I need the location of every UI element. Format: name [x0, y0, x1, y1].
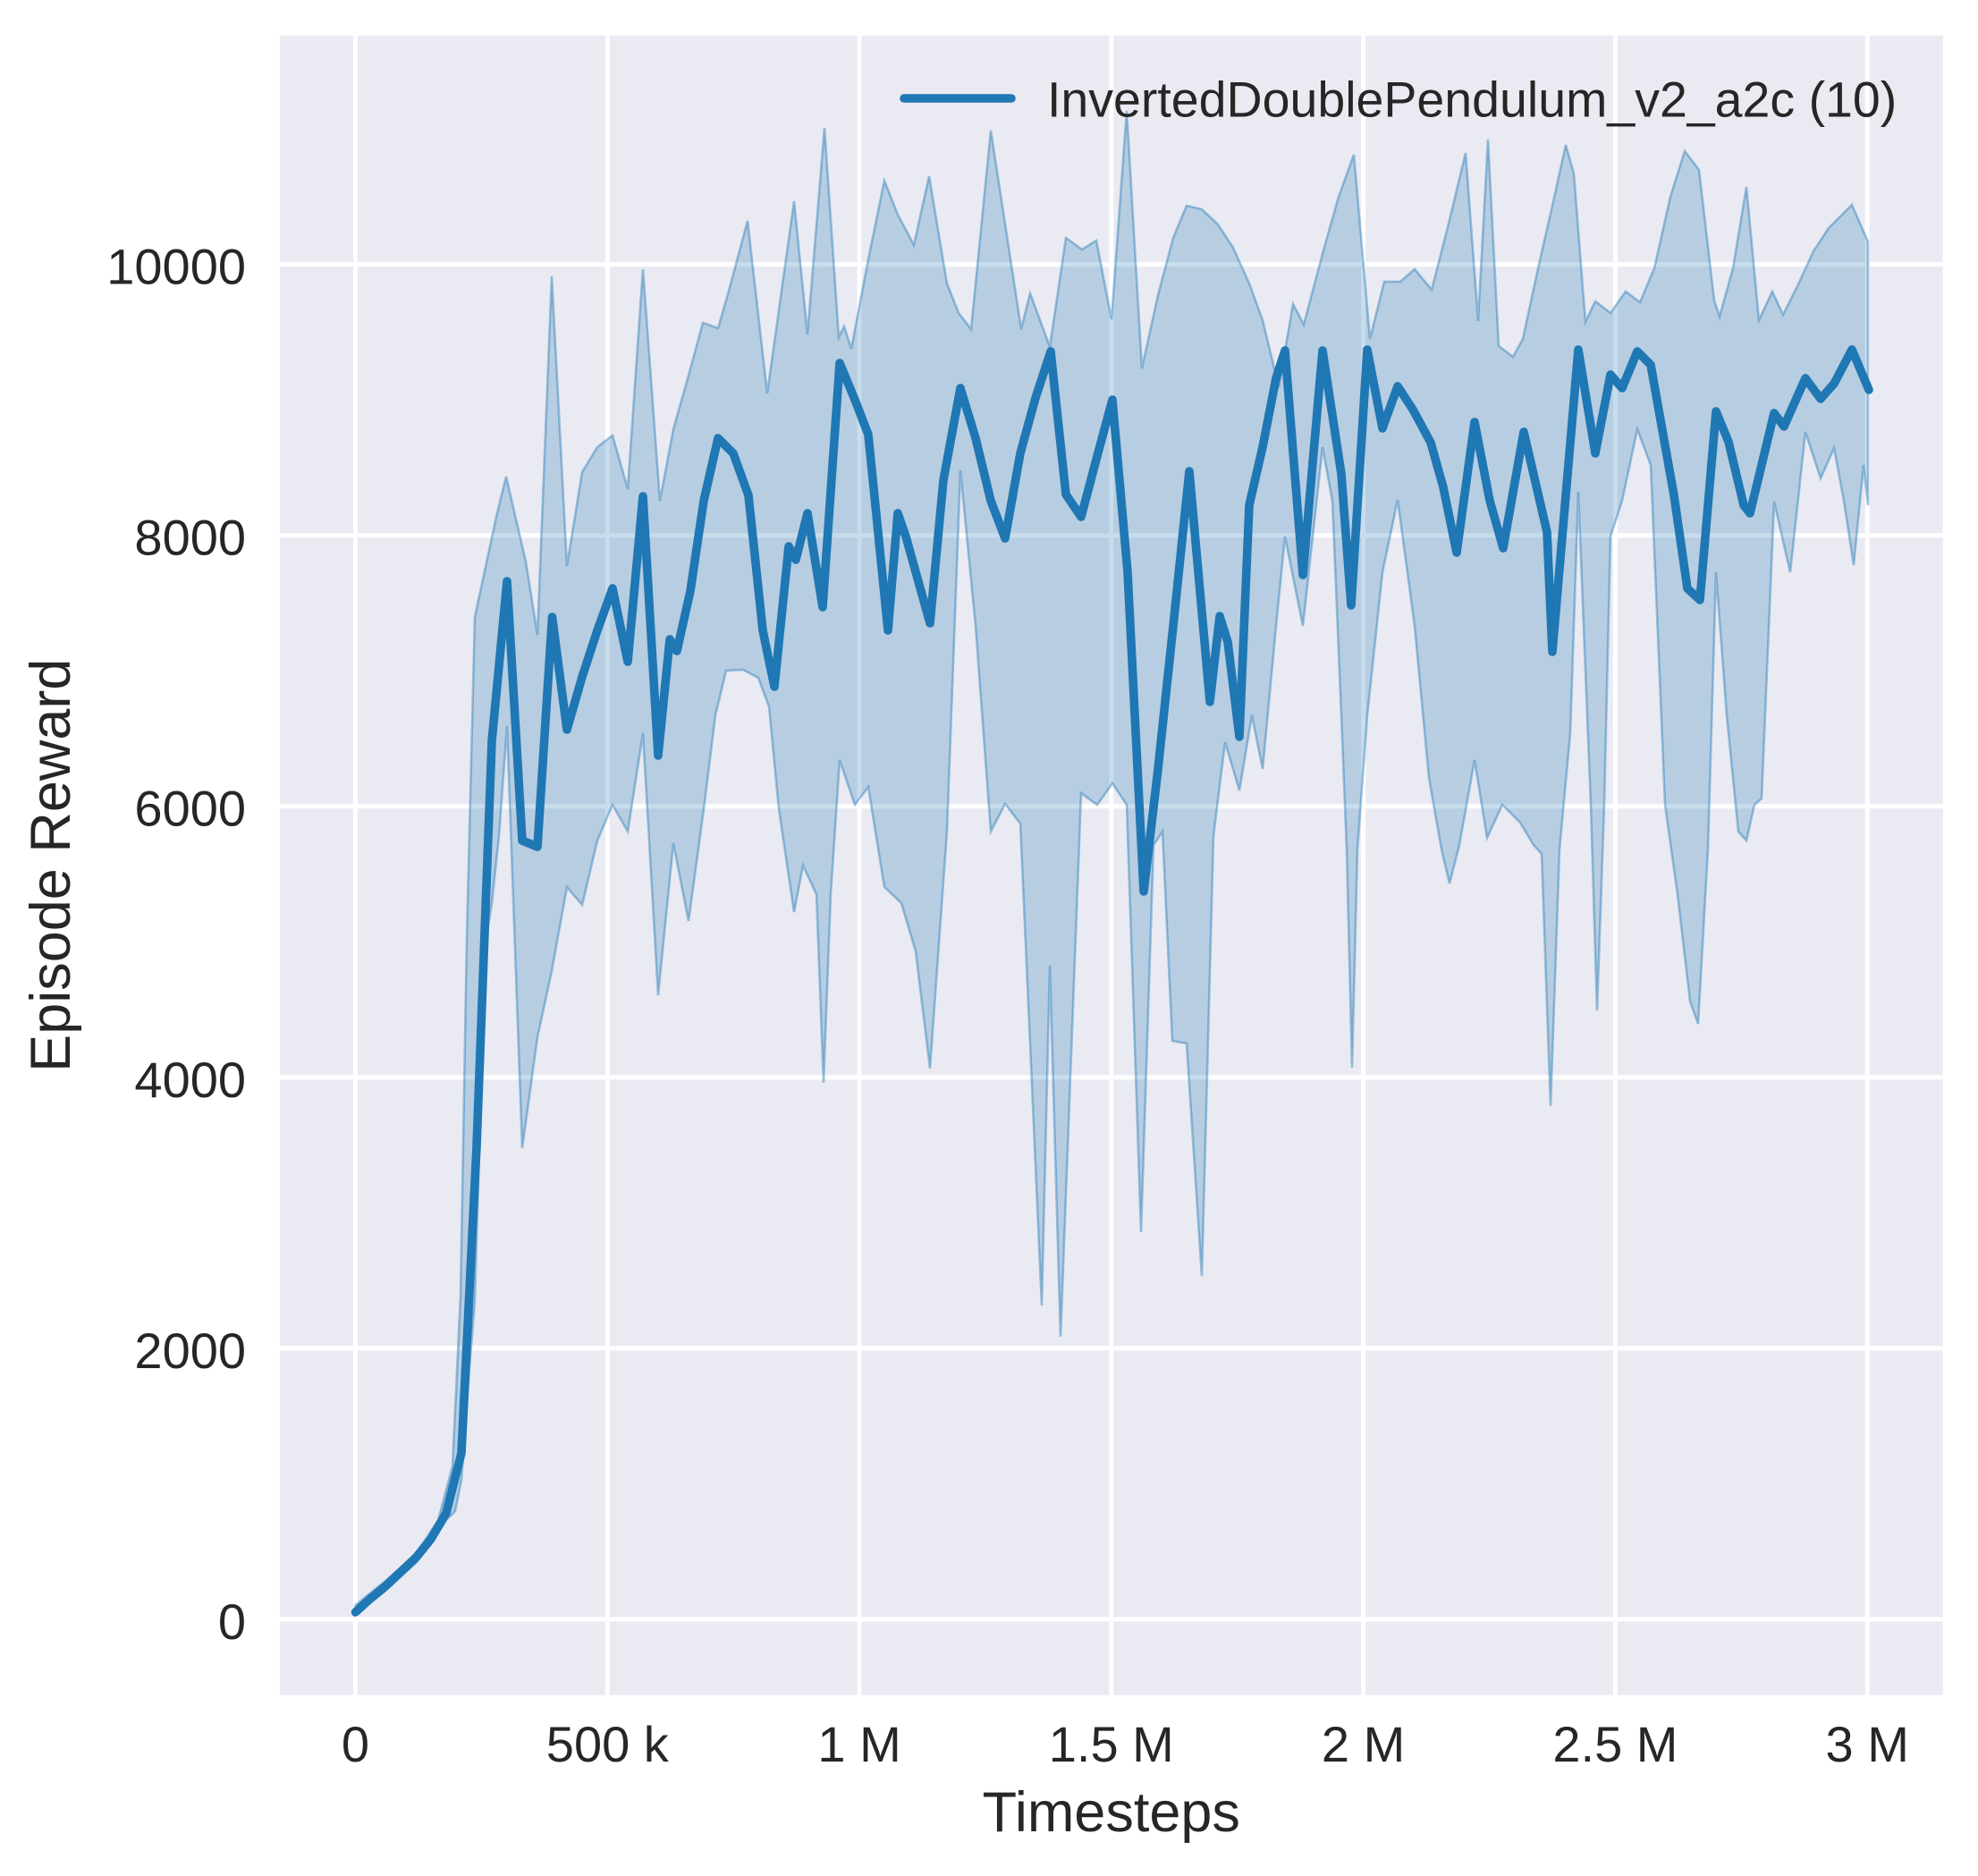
svg-text:8000: 8000	[134, 510, 246, 566]
svg-text:500 k: 500 k	[546, 1716, 670, 1772]
svg-text:2000: 2000	[134, 1322, 246, 1379]
svg-text:2.5 M: 2.5 M	[1552, 1716, 1678, 1772]
svg-text:1 M: 1 M	[817, 1716, 900, 1772]
svg-text:6000: 6000	[134, 781, 246, 837]
svg-text:1.5 M: 1.5 M	[1049, 1716, 1174, 1772]
svg-text:0: 0	[218, 1593, 246, 1650]
svg-text:Timesteps: Timesteps	[983, 1781, 1240, 1844]
svg-text:0: 0	[342, 1716, 369, 1772]
svg-text:4000: 4000	[134, 1052, 246, 1108]
svg-text:InvertedDoublePendulum_v2_a2c: InvertedDoublePendulum_v2_a2c (10)	[1047, 72, 1897, 128]
svg-text:3 M: 3 M	[1826, 1716, 1909, 1772]
svg-text:Episode Reward: Episode Reward	[20, 659, 82, 1072]
svg-text:10000: 10000	[106, 239, 246, 295]
svg-text:2 M: 2 M	[1322, 1716, 1405, 1772]
